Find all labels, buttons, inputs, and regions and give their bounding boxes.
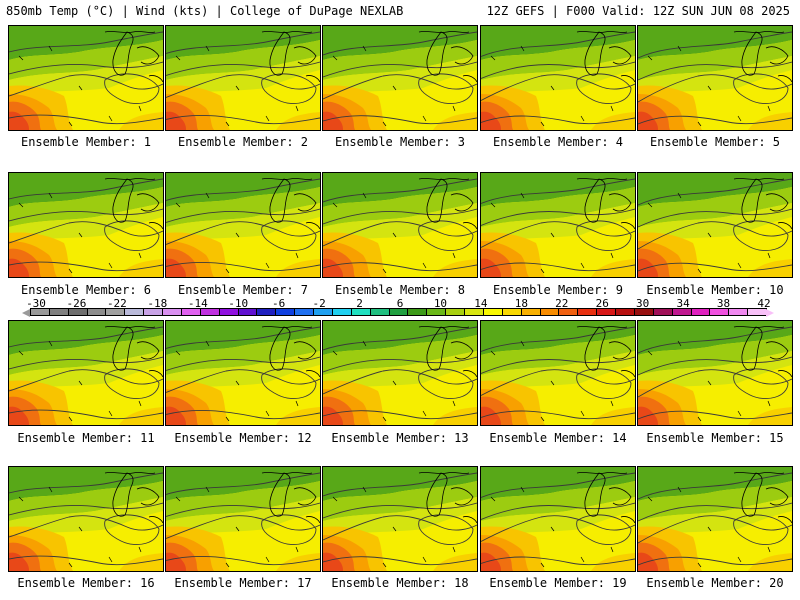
- temperature-map: [323, 467, 477, 571]
- ensemble-member-label: Ensemble Member: 18: [331, 576, 469, 590]
- ensemble-member-map: [637, 466, 793, 572]
- ensemble-member-label: Ensemble Member: 9: [492, 283, 624, 297]
- temperature-map: [323, 321, 477, 425]
- colorbar-tick: -2: [312, 297, 326, 310]
- colorbar-tick: -26: [66, 297, 87, 310]
- ensemble-member-map: [480, 172, 636, 278]
- temperature-map: [481, 26, 635, 130]
- colorbar-tick: 18: [514, 297, 528, 310]
- colorbar-tick: 42: [757, 297, 771, 310]
- ensemble-member-label: Ensemble Member: 6: [20, 283, 152, 297]
- ensemble-member-map: [8, 466, 164, 572]
- ensemble-member-label: Ensemble Member: 12: [174, 431, 312, 445]
- ensemble-member-map: [165, 25, 321, 131]
- ensemble-member-map: [322, 172, 478, 278]
- temperature-map: [481, 321, 635, 425]
- temperature-map: [9, 467, 163, 571]
- ensemble-member-map: [165, 172, 321, 278]
- temperature-map: [638, 173, 792, 277]
- colorbar-tick: 6: [396, 297, 404, 310]
- ensemble-member-map: [480, 320, 636, 426]
- colorbar-left-arrow: [22, 309, 30, 317]
- temperature-map: [166, 467, 320, 571]
- ensemble-member-map: [165, 466, 321, 572]
- ensemble-member-label: Ensemble Member: 2: [177, 135, 309, 149]
- ensemble-member-map: [637, 172, 793, 278]
- ensemble-member-label: Ensemble Member: 4: [492, 135, 624, 149]
- colorbar-tick: -14: [187, 297, 208, 310]
- colorbar-tick: 34: [676, 297, 690, 310]
- colorbar-tick: 2: [356, 297, 363, 310]
- ensemble-member-map: [322, 320, 478, 426]
- ensemble-member-label: Ensemble Member: 10: [646, 283, 784, 297]
- ensemble-member-map: [637, 320, 793, 426]
- temperature-map: [638, 26, 792, 130]
- ensemble-member-map: [480, 466, 636, 572]
- ensemble-member-map: [322, 466, 478, 572]
- temperature-map: [9, 321, 163, 425]
- ensemble-member-label: Ensemble Member: 5: [649, 135, 781, 149]
- ensemble-member-label: Ensemble Member: 11: [17, 431, 155, 445]
- temperature-map: [481, 467, 635, 571]
- temperature-map: [9, 26, 163, 130]
- temperature-map: [323, 173, 477, 277]
- colorbar-tick: 22: [555, 297, 569, 310]
- ensemble-member-label: Ensemble Member: 14: [489, 431, 627, 445]
- temperature-map: [638, 467, 792, 571]
- colorbar-tick: -18: [147, 297, 168, 310]
- ensemble-member-map: [637, 25, 793, 131]
- ensemble-member-label: Ensemble Member: 16: [17, 576, 155, 590]
- ensemble-member-label: Ensemble Member: 15: [646, 431, 784, 445]
- colorbar-tick: -10: [228, 297, 249, 310]
- ensemble-member-label: Ensemble Member: 7: [177, 283, 309, 297]
- ensemble-member-label: Ensemble Member: 13: [331, 431, 469, 445]
- temperature-map: [323, 26, 477, 130]
- ensemble-member-label: Ensemble Member: 19: [489, 576, 627, 590]
- ensemble-member-map: [165, 320, 321, 426]
- temperature-map: [481, 173, 635, 277]
- colorbar-tick: 10: [433, 297, 448, 310]
- colorbar-tick: 38: [716, 297, 731, 310]
- temperature-map: [166, 321, 320, 425]
- ensemble-member-map: [8, 320, 164, 426]
- ensemble-member-map: [322, 25, 478, 131]
- ensemble-member-label: Ensemble Member: 8: [334, 283, 466, 297]
- colorbar-tick: 30: [636, 297, 650, 310]
- temperature-map: [166, 173, 320, 277]
- model-valid-time: 12Z GEFS | F000 Valid: 12Z SUN JUN 08 20…: [486, 4, 790, 18]
- ensemble-member-label: Ensemble Member: 1: [20, 135, 152, 149]
- colorbar-tick: -22: [106, 297, 127, 310]
- map-title: 850mb Temp (°C) | Wind (kts) | College o…: [6, 4, 404, 18]
- ensemble-member-map: [8, 172, 164, 278]
- ensemble-member-map: [8, 25, 164, 131]
- colorbar-tick: -6: [272, 297, 286, 310]
- ensemble-member-map: [480, 25, 636, 131]
- colorbar-tick: 14: [474, 297, 488, 310]
- colorbar-tick: 26: [595, 297, 609, 310]
- temperature-map: [9, 173, 163, 277]
- colorbar-tick: -30: [26, 297, 46, 310]
- temperature-colorbar: [30, 308, 767, 318]
- colorbar-right-arrow: [766, 309, 774, 317]
- temperature-map: [638, 321, 792, 425]
- temperature-map: [166, 26, 320, 130]
- ensemble-member-label: Ensemble Member: 20: [646, 576, 784, 590]
- ensemble-member-label: Ensemble Member: 17: [174, 576, 312, 590]
- ensemble-member-label: Ensemble Member: 3: [334, 135, 466, 149]
